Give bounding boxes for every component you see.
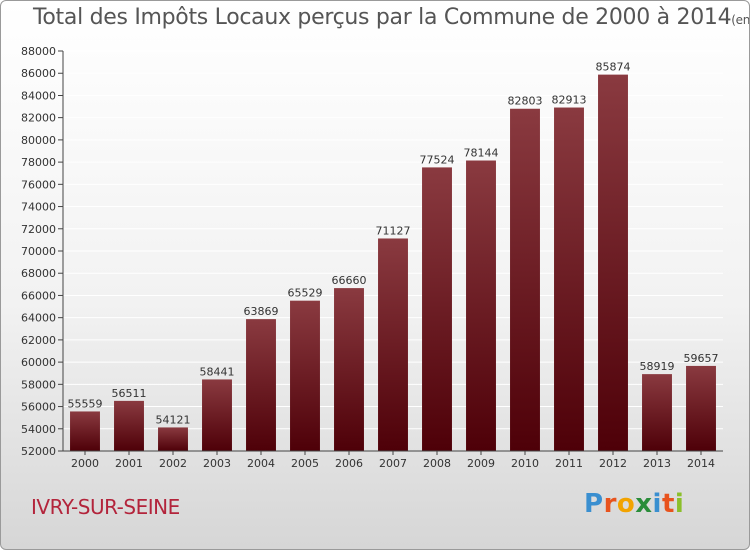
- bar-2005[interactable]: [290, 300, 320, 451]
- x-tick-label: 2005: [291, 457, 319, 470]
- y-tick-label: 78000: [21, 156, 56, 169]
- x-tick-label: 2000: [71, 457, 99, 470]
- proxiti-logo[interactable]: Proxiti: [584, 489, 684, 519]
- bar-2002[interactable]: [158, 427, 188, 451]
- x-tick-label: 2013: [643, 457, 671, 470]
- y-tick-label: 72000: [21, 223, 56, 236]
- bar-2000[interactable]: [70, 411, 100, 451]
- bar-2014[interactable]: [686, 365, 716, 451]
- data-label: 54121: [156, 413, 191, 426]
- bar-2011[interactable]: [554, 107, 584, 452]
- y-tick-label: 62000: [21, 334, 56, 347]
- bar-2013[interactable]: [642, 374, 672, 451]
- title-text: Total des Impôts Locaux perçus par la Co…: [33, 5, 732, 30]
- data-label: 65529: [288, 287, 323, 300]
- x-tick-label: 2009: [467, 457, 495, 470]
- bar-2007[interactable]: [378, 238, 408, 451]
- data-label: 66660: [332, 274, 367, 287]
- data-label: 58919: [640, 360, 675, 373]
- logo-letter: P: [584, 489, 604, 519]
- logo-letter: i: [652, 489, 662, 519]
- data-label: 55559: [68, 397, 103, 410]
- data-label: 63869: [244, 305, 279, 318]
- data-label: 56511: [112, 387, 147, 400]
- data-label: 82803: [508, 95, 543, 108]
- data-label: 58441: [200, 365, 235, 378]
- title-unit: (en milliers d'€): [731, 13, 750, 27]
- logo-letter: o: [616, 489, 636, 519]
- y-tick-label: 82000: [21, 112, 56, 125]
- x-tick-label: 2014: [687, 457, 715, 470]
- y-tick-label: 76000: [21, 178, 56, 191]
- x-tick-label: 2007: [379, 457, 407, 470]
- commune-name: IVRY-SUR-SEINE: [31, 495, 180, 519]
- bar-2009[interactable]: [466, 160, 496, 451]
- logo-letter: t: [661, 489, 675, 519]
- y-tick-label: 66000: [21, 289, 56, 302]
- x-tick-label: 2011: [555, 457, 583, 470]
- y-tick-label: 68000: [21, 267, 56, 280]
- y-tick-label: 84000: [21, 89, 56, 102]
- x-tick-label: 2012: [599, 457, 627, 470]
- y-tick-label: 64000: [21, 312, 56, 325]
- x-tick-label: 2008: [423, 457, 451, 470]
- y-tick-label: 88000: [21, 45, 56, 58]
- data-label: 71127: [376, 224, 411, 237]
- y-tick-label: 70000: [21, 245, 56, 258]
- bar-2006[interactable]: [334, 288, 364, 451]
- data-label: 85874: [596, 61, 631, 74]
- bar-2008[interactable]: [422, 167, 452, 451]
- y-tick-label: 80000: [21, 134, 56, 147]
- y-tick-label: 60000: [21, 356, 56, 369]
- x-tick-label: 2002: [159, 457, 187, 470]
- data-label: 78144: [464, 147, 499, 160]
- bar-2004[interactable]: [246, 319, 276, 451]
- y-tick-label: 58000: [21, 378, 56, 391]
- data-label: 82913: [552, 94, 587, 107]
- data-label: 77524: [420, 153, 455, 166]
- chart-title: Total des Impôts Locaux perçus par la Co…: [33, 5, 750, 30]
- x-tick-label: 2006: [335, 457, 363, 470]
- y-tick-label: 86000: [21, 67, 56, 80]
- x-tick-label: 2001: [115, 457, 143, 470]
- logo-letter: x: [635, 489, 653, 519]
- y-tick-label: 52000: [21, 445, 56, 458]
- x-tick-label: 2004: [247, 457, 275, 470]
- y-tick-label: 54000: [21, 423, 56, 436]
- bar-2001[interactable]: [114, 400, 144, 451]
- bar-2012[interactable]: [598, 74, 628, 451]
- bar-2010[interactable]: [510, 108, 540, 451]
- data-label: 59657: [684, 352, 719, 365]
- x-tick-label: 2010: [511, 457, 539, 470]
- logo-letter: i: [674, 489, 685, 519]
- logo-letter: r: [603, 489, 617, 519]
- y-tick-label: 56000: [21, 401, 56, 414]
- y-tick-label: 74000: [21, 201, 56, 214]
- x-tick-label: 2003: [203, 457, 231, 470]
- bar-2003[interactable]: [202, 379, 232, 451]
